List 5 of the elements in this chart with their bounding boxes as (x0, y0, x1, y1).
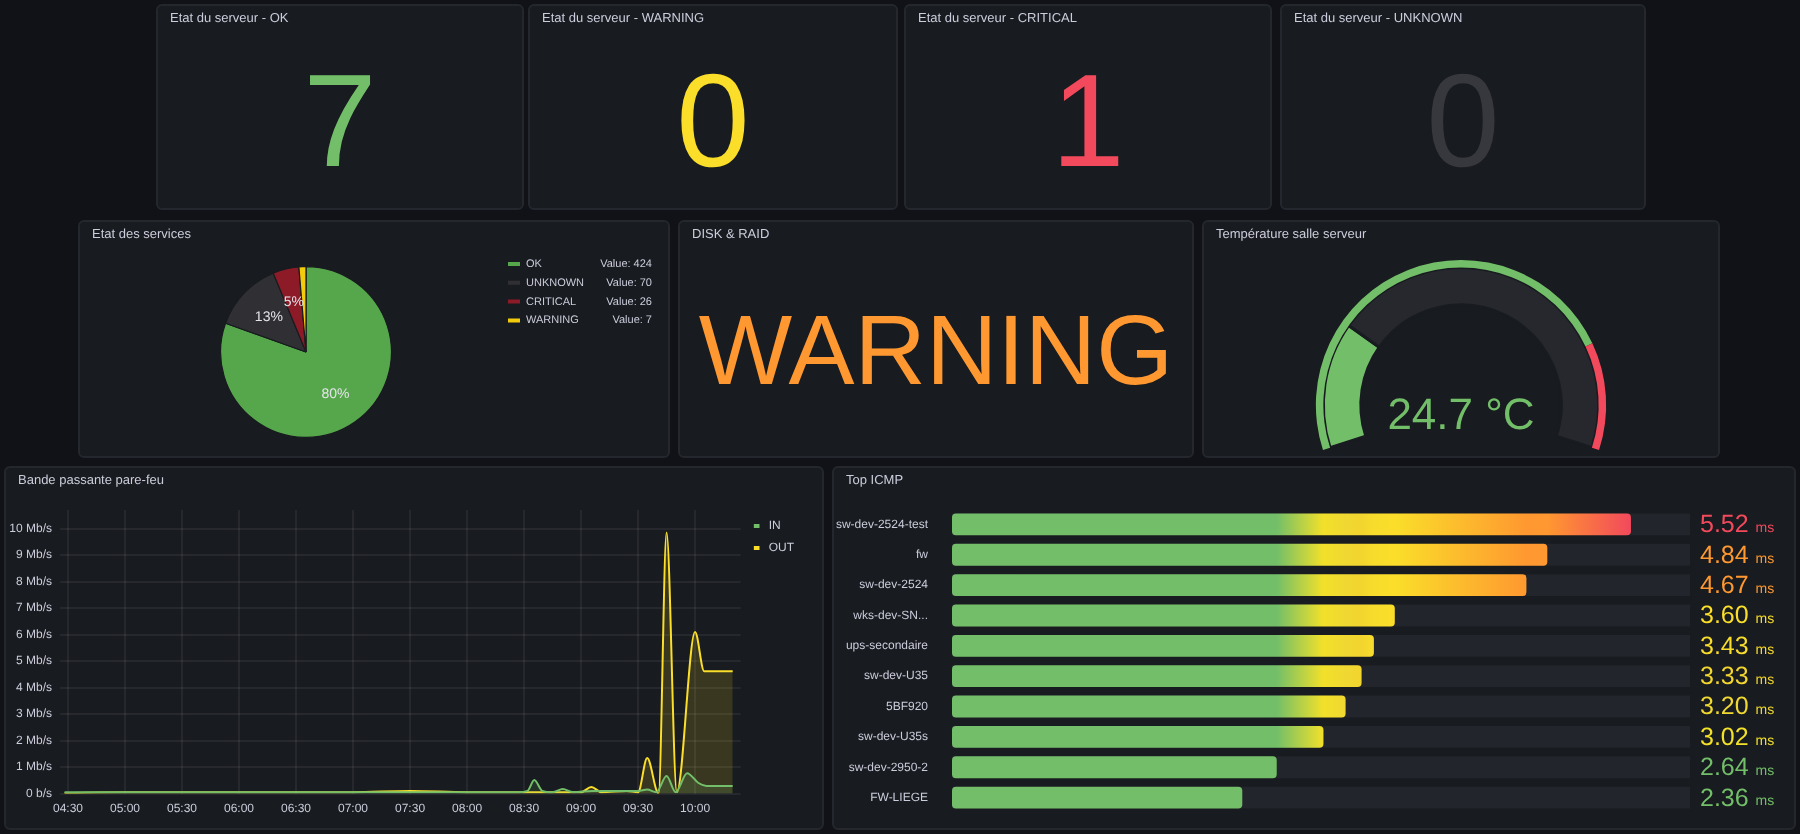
text: 0 (676, 46, 750, 194)
text: 1 (1051, 46, 1125, 194)
text: 24.7 °C (1387, 389, 1535, 440)
text: WARNING (698, 296, 1174, 407)
text: 7 (303, 46, 377, 194)
